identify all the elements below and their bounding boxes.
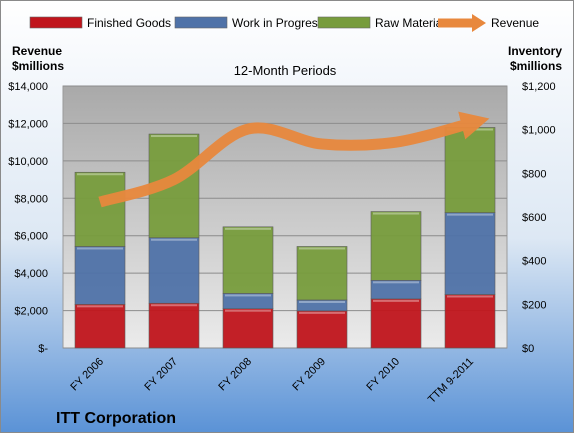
bar-highlight: [225, 309, 271, 312]
bar-highlight: [447, 213, 493, 216]
legend-label: Raw Materials: [375, 16, 451, 30]
left-tick-label: $14,000: [8, 81, 48, 93]
bar-highlight: [77, 247, 123, 250]
plot-area: [62, 85, 508, 349]
bar-highlight: [299, 311, 345, 314]
bar-segment: [444, 294, 496, 349]
right-tick-label: $1,200: [522, 81, 556, 93]
bar-segment: [222, 226, 274, 294]
bar-highlight: [151, 238, 197, 241]
bar-segment: [74, 246, 126, 305]
right-axis-title-line1: Inventory: [508, 44, 562, 58]
bar-segment: [444, 127, 496, 213]
right-axis-title-line2: $millions: [510, 59, 562, 73]
right-tick-label: $200: [522, 299, 546, 311]
bar-highlight: [77, 173, 123, 176]
left-tick-label: $12,000: [8, 118, 48, 130]
right-tick-label: $400: [522, 256, 546, 268]
bar-segment: [74, 171, 126, 247]
bar-highlight: [151, 304, 197, 307]
left-tick-label: $6,000: [14, 231, 48, 243]
revenue-series: [98, 111, 490, 208]
left-axis-title-line1: Revenue: [12, 44, 62, 58]
left-tick-label: $8,000: [14, 193, 48, 205]
legend-label: Finished Goods: [87, 16, 171, 30]
bar-segment: [148, 302, 200, 349]
bar-segment: [296, 310, 348, 349]
bar-highlight: [373, 299, 419, 302]
revenue-line: [98, 111, 490, 208]
right-tick-label: $600: [522, 212, 546, 224]
bar-highlight: [151, 135, 197, 138]
bar-segment: [222, 308, 274, 349]
bar-segment: [370, 211, 422, 281]
bar-highlight: [373, 212, 419, 215]
left-tick-label: $-: [38, 343, 48, 355]
bar-segment: [370, 298, 422, 349]
bar-highlight: [299, 300, 345, 303]
left-axis-ticks: $- $2,000 $4,000 $6,000 $8,000 $10,000 $12,000…: [8, 81, 48, 355]
right-tick-label: $0: [522, 343, 534, 355]
bar-highlight: [373, 281, 419, 284]
right-tick-label: $800: [522, 168, 546, 180]
right-tick-label: $1,000: [522, 125, 556, 137]
left-tick-label: $4,000: [14, 268, 48, 280]
legend-swatch: [317, 16, 371, 29]
legend-swatch: [174, 16, 228, 29]
legend: Finished Goods Work in Progress Raw Materi…: [29, 14, 539, 32]
bar-highlight: [225, 227, 271, 230]
bar-series: [74, 127, 496, 349]
left-tick-label: $10,000: [8, 156, 48, 168]
right-axis-ticks: $0 $200 $400 $600 $800 $1,000 $1,200: [522, 81, 556, 355]
left-axis-title-line2: $millions: [12, 59, 64, 73]
bar-segment: [296, 246, 348, 301]
bar-segment: [444, 212, 496, 295]
legend-arrow: [472, 14, 486, 32]
bar-highlight: [447, 295, 493, 298]
legend-label: Revenue: [491, 16, 539, 30]
chart-subtitle: 12-Month Periods: [234, 63, 337, 78]
bar-highlight: [299, 247, 345, 250]
legend-swatch: [29, 16, 83, 29]
left-tick-label: $2,000: [14, 306, 48, 318]
company-name: ITT Corporation: [56, 410, 176, 427]
bar-segment: [148, 237, 200, 304]
bar-highlight: [225, 294, 271, 297]
bar-highlight: [77, 305, 123, 308]
bar-segment: [74, 304, 126, 349]
legend-label: Work in Progress: [232, 16, 324, 30]
